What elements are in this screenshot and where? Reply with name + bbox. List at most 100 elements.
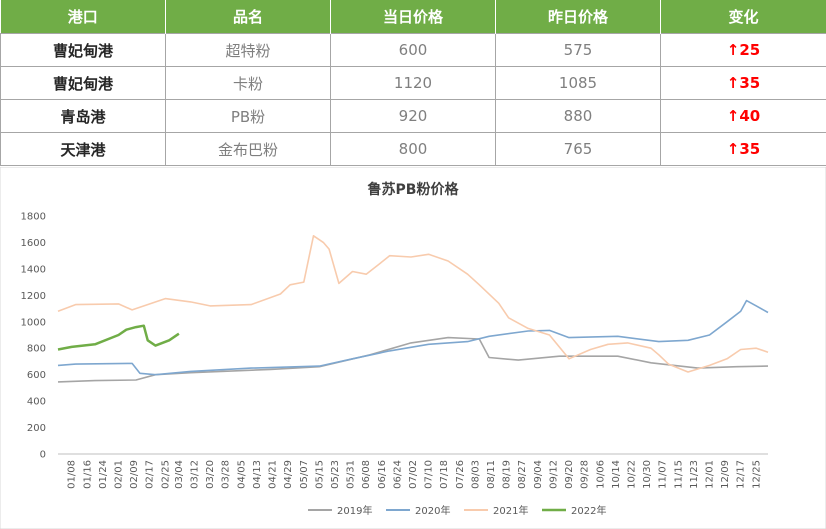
- chart-title: 鲁苏PB粉价格: [367, 181, 460, 198]
- table-row: 青岛港 PB粉 920 880 ↑40: [0, 99, 826, 133]
- y-tick-label: 200: [27, 423, 46, 434]
- x-tick-label: 05/15: [314, 460, 325, 489]
- chart-area: [0, 167, 826, 529]
- today-price-cell: 800: [330, 132, 496, 166]
- product-cell: 卡粉: [165, 66, 331, 100]
- y-tick-label: 0: [40, 450, 46, 461]
- col-header-change: 变化: [660, 0, 826, 34]
- x-tick-label: 09/20: [564, 460, 575, 489]
- legend-label: 2020年: [415, 504, 450, 517]
- x-tick-label: 02/25: [160, 460, 171, 489]
- x-tick-label: 02/09: [129, 460, 140, 489]
- series-line-2020: [57, 299, 769, 376]
- x-tick-label: 08/11: [486, 460, 497, 489]
- x-tick-label: 06/16: [377, 460, 388, 489]
- legend-label: 2022年: [571, 504, 606, 517]
- col-header-product: 品名: [165, 0, 331, 34]
- x-tick-label: 11/15: [673, 460, 684, 489]
- change-cell: ↑25: [660, 33, 826, 67]
- yesterday-price-cell: 880: [495, 99, 661, 133]
- x-tick-label: 01/24: [98, 460, 109, 489]
- x-tick-label: 10/22: [626, 460, 637, 489]
- x-tick-label: 08/19: [502, 460, 513, 489]
- table-header-row: 港口 品名 当日价格 昨日价格 变化: [0, 0, 826, 34]
- product-cell: PB粉: [165, 99, 331, 133]
- x-axis: 01/08 01/16 01/24 02/01 02/09 02/17 02/25 03/04…: [58, 453, 768, 489]
- change-cell: ↑35: [660, 66, 826, 100]
- product-cell: 超特粉: [165, 33, 331, 67]
- y-tick-label: 400: [27, 397, 46, 408]
- x-tick-label: 02/17: [145, 460, 156, 489]
- x-tick-label: 12/09: [720, 460, 731, 489]
- col-header-today-price: 当日价格: [330, 0, 496, 34]
- x-tick-label: 12/25: [751, 460, 762, 489]
- x-tick-label: 03/04: [174, 460, 185, 489]
- table-row: 曹妃甸港 卡粉 1120 1085 ↑35: [0, 66, 826, 100]
- series-line-2021: [57, 235, 769, 373]
- y-tick-label: 800: [27, 344, 46, 355]
- x-tick-label: 09/12: [548, 460, 559, 489]
- y-tick-label: 600: [27, 370, 46, 381]
- y-axis: 0 200 400 600 800 1000 1200 1400 1600 1800: [21, 212, 46, 461]
- x-tick-label: 07/18: [439, 460, 450, 489]
- today-price-cell: 600: [330, 33, 496, 67]
- x-tick-label: 05/31: [346, 460, 357, 489]
- price-table: 港口 品名 当日价格 昨日价格 变化 曹妃甸港 超特粉 600 575 ↑25 …: [0, 0, 826, 166]
- price-line-chart: 鲁苏PB粉价格 0 200 400 600 800 1000 1200 1400 1600 180…: [0, 167, 826, 529]
- series-lines: [57, 235, 769, 383]
- legend: 2019年 2020年 2021年 2022年: [308, 504, 606, 517]
- x-tick-label: 03/20: [205, 460, 216, 489]
- table-row: 天津港 金布巴粉 800 765 ↑35: [0, 132, 826, 166]
- y-tick-label: 1800: [21, 212, 46, 223]
- x-tick-label: 07/26: [455, 460, 466, 489]
- y-tick-label: 1200: [21, 291, 46, 302]
- x-tick-label: 04/21: [268, 460, 279, 489]
- yesterday-price-cell: 1085: [495, 66, 661, 100]
- x-tick-label: 03/12: [190, 460, 201, 489]
- yesterday-price-cell: 575: [495, 33, 661, 67]
- x-tick-label: 06/08: [361, 460, 372, 489]
- x-tick-label: 11/07: [658, 460, 669, 489]
- x-tick-label: 09/28: [580, 460, 591, 489]
- y-tick-label: 1400: [21, 264, 46, 275]
- col-header-port: 港口: [0, 0, 166, 34]
- x-tick-label: 01/16: [82, 460, 93, 489]
- y-tick-label: 1000: [21, 317, 46, 328]
- x-tick-label: 07/10: [424, 460, 435, 489]
- port-cell: 天津港: [0, 132, 166, 166]
- port-cell: 曹妃甸港: [0, 33, 166, 67]
- x-tick-label: 08/27: [517, 460, 528, 489]
- x-tick-label: 11/23: [689, 460, 700, 489]
- x-tick-label: 07/02: [408, 460, 419, 489]
- x-tick-label: 08/03: [470, 460, 481, 489]
- product-cell: 金布巴粉: [165, 132, 331, 166]
- x-tick-label: 10/30: [642, 460, 653, 489]
- today-price-cell: 920: [330, 99, 496, 133]
- legend-label: 2021年: [493, 504, 528, 517]
- legend-label: 2019年: [337, 504, 372, 517]
- x-tick-label: 10/06: [595, 460, 606, 489]
- col-header-yesterday-price: 昨日价格: [495, 0, 661, 34]
- x-tick-label: 04/29: [283, 460, 294, 489]
- today-price-cell: 1120: [330, 66, 496, 100]
- port-cell: 青岛港: [0, 99, 166, 133]
- change-cell: ↑40: [660, 99, 826, 133]
- port-cell: 曹妃甸港: [0, 66, 166, 100]
- x-tick-label: 03/28: [221, 460, 232, 489]
- change-cell: ↑35: [660, 132, 826, 166]
- x-tick-label: 05/07: [299, 460, 310, 489]
- x-tick-label: 09/04: [533, 460, 544, 489]
- x-tick-label: 05/23: [330, 460, 341, 489]
- x-tick-label: 12/17: [736, 460, 747, 489]
- yesterday-price-cell: 765: [495, 132, 661, 166]
- table-row: 曹妃甸港 超特粉 600 575 ↑25: [0, 33, 826, 67]
- x-tick-label: 10/14: [611, 460, 622, 489]
- series-line-2022: [57, 324, 180, 351]
- x-tick-label: 04/13: [252, 460, 263, 489]
- x-tick-label: 12/01: [704, 460, 715, 489]
- x-tick-label: 02/01: [113, 460, 124, 489]
- x-tick-label: 04/05: [236, 460, 247, 489]
- y-tick-label: 1600: [21, 238, 46, 249]
- x-tick-label: 01/08: [67, 460, 78, 489]
- x-tick-label: 06/24: [392, 460, 403, 489]
